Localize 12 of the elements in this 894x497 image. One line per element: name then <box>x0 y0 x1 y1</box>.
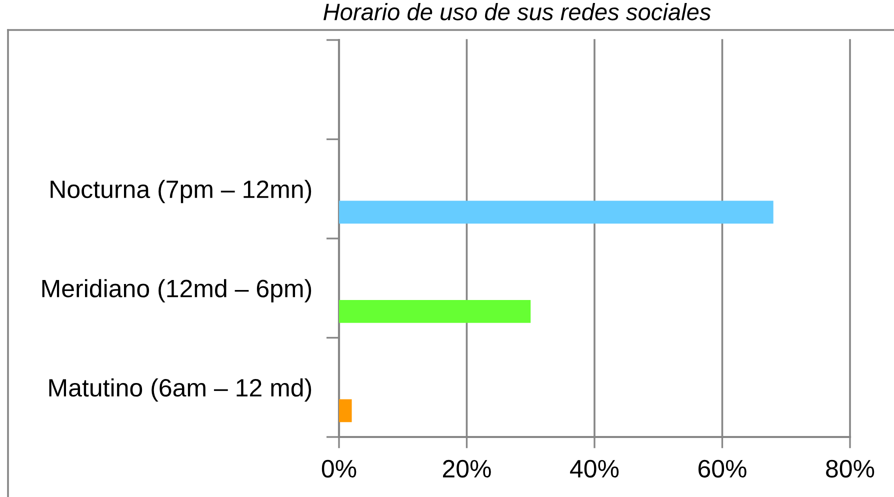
bar <box>339 300 531 323</box>
x-tick-label: 80% <box>826 460 874 478</box>
bar <box>339 399 352 422</box>
x-tick-label: 60% <box>698 460 746 478</box>
x-tick-label: 0% <box>322 460 356 478</box>
y-tick-label: Matutino (6am – 12 md) <box>49 378 312 402</box>
y-tick-label: Meridiano (12md – 6pm) <box>42 279 312 302</box>
chart-title: Horario de uso de sus redes sociales <box>324 3 711 20</box>
y-tick-label: Nocturna (7pm – 12mn) <box>50 180 312 204</box>
bar <box>339 200 774 224</box>
x-tick-label: 40% <box>570 460 619 478</box>
x-tick-label: 20% <box>442 460 491 478</box>
